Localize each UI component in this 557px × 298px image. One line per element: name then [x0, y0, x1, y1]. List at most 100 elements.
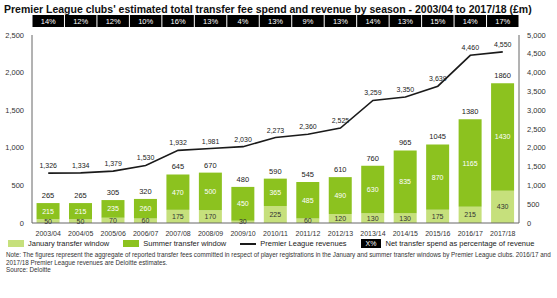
svg-text:1,000: 1,000 — [5, 143, 24, 152]
svg-text:4,460: 4,460 — [462, 44, 480, 51]
svg-text:13%: 13% — [333, 17, 348, 26]
svg-text:1,000: 1,000 — [527, 181, 546, 190]
svg-text:14%: 14% — [365, 17, 380, 26]
svg-text:170: 170 — [205, 213, 217, 220]
svg-text:2009/10: 2009/10 — [230, 230, 255, 237]
svg-text:60: 60 — [142, 217, 150, 224]
svg-text:2,273: 2,273 — [267, 127, 285, 134]
svg-text:0: 0 — [20, 219, 24, 228]
svg-text:1,932: 1,932 — [169, 139, 187, 146]
svg-text:1,326: 1,326 — [39, 162, 57, 169]
svg-text:235: 235 — [107, 205, 119, 212]
svg-text:120: 120 — [334, 215, 346, 222]
svg-text:500: 500 — [527, 200, 540, 209]
svg-text:500: 500 — [11, 181, 24, 190]
svg-text:1430: 1430 — [495, 133, 511, 140]
svg-text:2015/16: 2015/16 — [425, 230, 450, 237]
svg-text:9%: 9% — [303, 17, 314, 26]
svg-text:30: 30 — [239, 218, 247, 225]
svg-text:645: 645 — [172, 162, 185, 171]
svg-text:3,350: 3,350 — [397, 86, 415, 93]
svg-text:1,981: 1,981 — [202, 138, 220, 145]
svg-text:17%: 17% — [495, 17, 510, 26]
svg-text:2012/13: 2012/13 — [328, 230, 353, 237]
svg-text:14%: 14% — [463, 17, 478, 26]
svg-text:50: 50 — [77, 218, 85, 225]
svg-text:2,000: 2,000 — [5, 68, 24, 77]
svg-text:4,550: 4,550 — [494, 41, 512, 48]
svg-text:320: 320 — [139, 187, 152, 196]
svg-text:175: 175 — [172, 213, 184, 220]
svg-text:2006/07: 2006/07 — [133, 230, 158, 237]
svg-text:12%: 12% — [73, 17, 88, 26]
svg-text:16%: 16% — [171, 17, 186, 26]
svg-text:2011/12: 2011/12 — [296, 230, 321, 237]
svg-text:13%: 13% — [398, 17, 413, 26]
svg-text:3,259: 3,259 — [364, 89, 382, 96]
svg-text:305: 305 — [107, 188, 120, 197]
svg-text:13%: 13% — [268, 17, 283, 26]
svg-text:965: 965 — [399, 138, 412, 147]
svg-text:13%: 13% — [203, 17, 218, 26]
svg-text:545: 545 — [302, 170, 315, 179]
svg-text:590: 590 — [269, 167, 282, 176]
svg-text:14%: 14% — [41, 17, 56, 26]
svg-text:2008/09: 2008/09 — [198, 230, 223, 237]
svg-text:4%: 4% — [238, 17, 249, 26]
svg-text:265: 265 — [74, 191, 87, 200]
svg-text:2003/04: 2003/04 — [36, 230, 61, 237]
svg-text:5,000: 5,000 — [527, 31, 546, 40]
svg-text:215: 215 — [464, 211, 476, 218]
svg-text:760: 760 — [366, 154, 379, 163]
svg-text:2013/14: 2013/14 — [360, 230, 385, 237]
svg-text:130: 130 — [367, 215, 379, 222]
svg-text:50: 50 — [44, 218, 52, 225]
svg-text:870: 870 — [432, 174, 444, 181]
svg-text:12%: 12% — [106, 17, 121, 26]
svg-text:260: 260 — [140, 205, 152, 212]
svg-text:365: 365 — [269, 189, 281, 196]
svg-text:225: 225 — [269, 211, 281, 218]
svg-text:215: 215 — [42, 208, 54, 215]
svg-text:60: 60 — [304, 217, 312, 224]
svg-text:2004/05: 2004/05 — [68, 230, 93, 237]
svg-text:265: 265 — [42, 191, 55, 200]
svg-text:2014/15: 2014/15 — [393, 230, 418, 237]
svg-text:2007/08: 2007/08 — [165, 230, 190, 237]
svg-text:1,500: 1,500 — [527, 162, 546, 171]
svg-text:15%: 15% — [430, 17, 445, 26]
svg-text:1,334: 1,334 — [72, 162, 90, 169]
svg-text:10%: 10% — [138, 17, 153, 26]
svg-text:490: 490 — [334, 192, 346, 199]
svg-text:2017/18: 2017/18 — [490, 230, 515, 237]
svg-text:2,000: 2,000 — [527, 143, 546, 152]
svg-text:670: 670 — [204, 161, 217, 170]
svg-text:3,500: 3,500 — [527, 87, 546, 96]
svg-text:1,530: 1,530 — [137, 154, 155, 161]
svg-text:2,525: 2,525 — [332, 117, 350, 124]
svg-text:2005/06: 2005/06 — [101, 230, 126, 237]
svg-text:610: 610 — [334, 165, 347, 174]
svg-text:1380: 1380 — [462, 107, 479, 116]
svg-text:130: 130 — [399, 215, 411, 222]
svg-text:0: 0 — [527, 219, 531, 228]
svg-text:485: 485 — [302, 197, 314, 204]
svg-text:215: 215 — [75, 208, 87, 215]
svg-text:480: 480 — [237, 175, 250, 184]
svg-text:2010/11: 2010/11 — [263, 230, 288, 237]
svg-text:1,379: 1,379 — [104, 160, 122, 167]
svg-text:1165: 1165 — [463, 160, 478, 167]
svg-text:1045: 1045 — [429, 132, 446, 141]
svg-text:630: 630 — [367, 186, 379, 193]
svg-text:835: 835 — [399, 178, 411, 185]
svg-text:2,500: 2,500 — [527, 125, 546, 134]
svg-text:4,500: 4,500 — [527, 49, 546, 58]
svg-text:1860: 1860 — [494, 71, 511, 80]
svg-text:430: 430 — [497, 203, 509, 210]
svg-text:2,360: 2,360 — [299, 123, 317, 130]
svg-text:3,639: 3,639 — [429, 75, 447, 82]
svg-text:70: 70 — [109, 217, 117, 224]
svg-text:2,030: 2,030 — [234, 136, 252, 143]
svg-text:500: 500 — [205, 188, 217, 195]
svg-text:470: 470 — [172, 189, 184, 196]
